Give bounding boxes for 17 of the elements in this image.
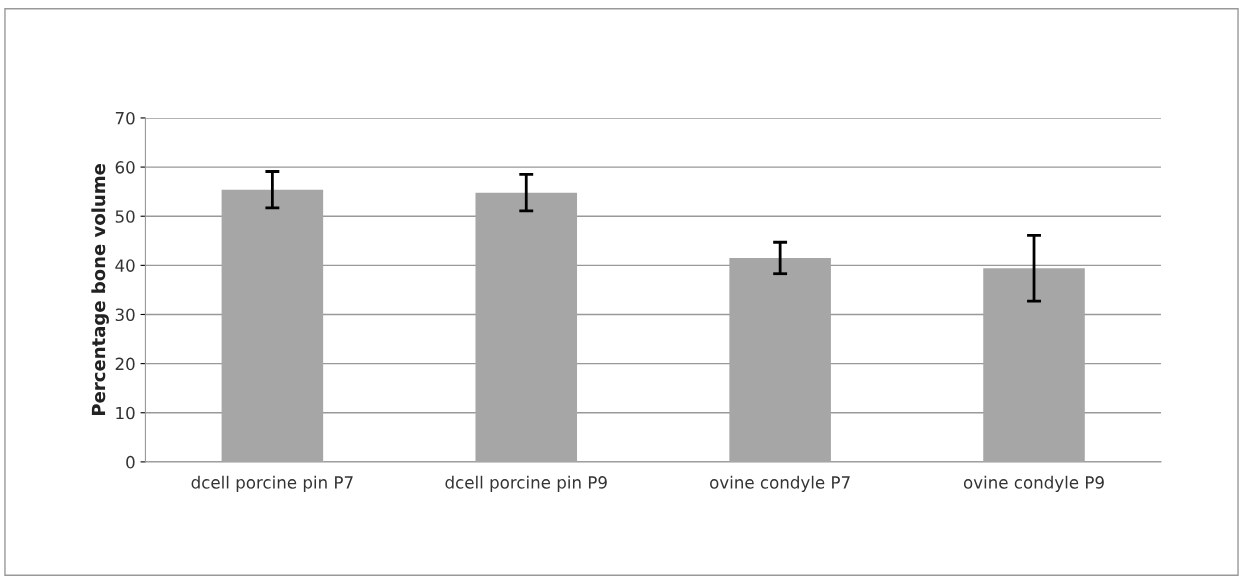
y-tick-label: 50 (115, 210, 135, 223)
x-tick-label: dcell porcine pin P9 (445, 475, 607, 492)
y-tick-label: 10 (116, 406, 135, 420)
x-tick-label: dcell porcine pin P7 (191, 475, 353, 492)
bar (983, 268, 1085, 462)
y-axis-title: Percentage bone volume (91, 164, 109, 415)
bar (221, 189, 324, 462)
x-tick-label: ovine condyle P7 (710, 475, 850, 492)
y-tick-label: 30 (115, 308, 135, 322)
y-tick-label: 20 (115, 357, 135, 371)
y-tick-label: 70 (115, 111, 135, 125)
y-tick-label: 40 (115, 259, 135, 272)
y-tick-label: 0 (126, 455, 135, 469)
x-tick-label: ovine condyle P9 (963, 475, 1104, 492)
bar (729, 257, 831, 462)
y-tick-label: 60 (115, 161, 135, 174)
bar (475, 192, 578, 462)
